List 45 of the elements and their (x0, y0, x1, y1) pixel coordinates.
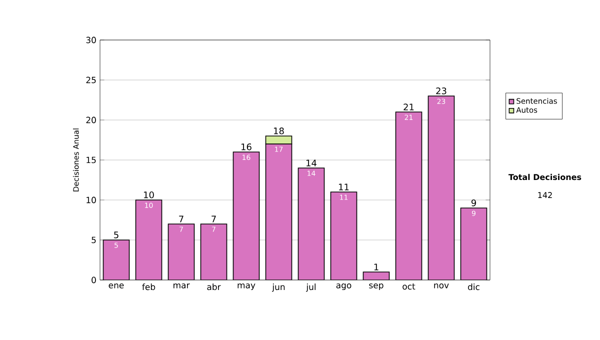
bar (266, 144, 292, 280)
bar (136, 200, 162, 280)
total-label: 5 (114, 232, 118, 238)
total-label: 9 (471, 199, 476, 206)
bar (168, 224, 194, 280)
bar (460, 208, 488, 280)
x-tick-label: oct (402, 284, 416, 290)
text: 142 (538, 192, 552, 198)
y-tick-label: 5 (92, 236, 96, 244)
total-label: 14 (306, 160, 316, 166)
y-tick-label: 10 (86, 196, 96, 204)
total-label: 7 (212, 216, 216, 222)
x-tick-label: ago (336, 284, 352, 290)
total-label: 11 (339, 184, 349, 190)
total-label: 23 (436, 87, 446, 94)
bar (103, 240, 130, 280)
total-label: 18 (274, 127, 284, 134)
bar (428, 96, 454, 280)
bar (200, 224, 227, 280)
total-label: 7 (179, 216, 184, 222)
bar (233, 152, 260, 280)
bar (396, 112, 422, 280)
y-tick-label: 20 (86, 116, 96, 124)
bar (265, 136, 292, 144)
x-tick-label: may (238, 284, 256, 290)
x-tick-label: feb (142, 284, 156, 290)
x-tick-label: dic (468, 284, 480, 290)
x-tick-label: mar (174, 284, 190, 288)
total-label: 10 (144, 191, 154, 198)
text: Total Decisiones (508, 174, 582, 180)
y-tick-label: 30 (86, 36, 96, 44)
y-tick-label: 0 (92, 276, 96, 284)
bar (330, 192, 357, 280)
x-tick-label: ene (108, 284, 124, 288)
x-tick-label: jul (306, 284, 316, 292)
total-label: 16 (242, 143, 252, 150)
x-tick-label: nov (434, 284, 449, 288)
total-label: 1 (374, 264, 378, 270)
bar (298, 168, 324, 280)
x-tick-label: jun (272, 284, 285, 292)
y-tick-label: 15 (86, 156, 96, 164)
total-label: 21 (404, 104, 414, 110)
x-tick-label: sep (369, 284, 384, 290)
y-tick-label: 25 (86, 76, 96, 84)
x-tick-label: abr (207, 284, 221, 290)
